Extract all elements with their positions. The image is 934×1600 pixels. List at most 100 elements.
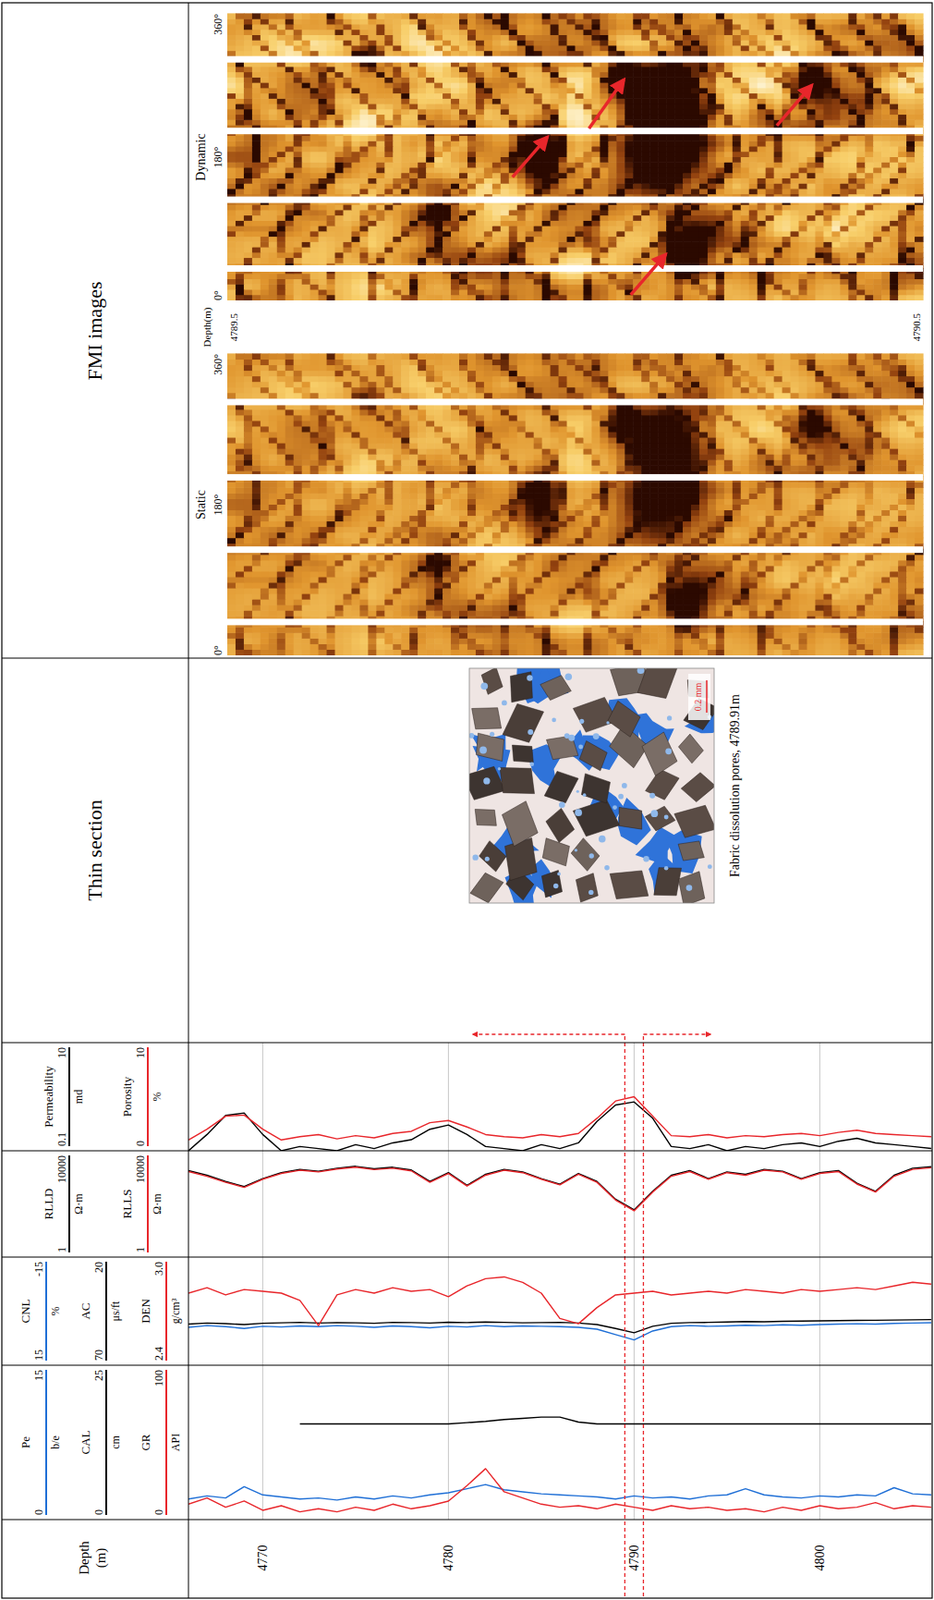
fmi-pixel	[302, 648, 312, 656]
fmi-pixel	[699, 554, 709, 561]
pore-speck	[553, 883, 558, 888]
fmi-pixel	[790, 598, 801, 606]
fmi-pixel	[582, 537, 593, 545]
fmi-pixel	[682, 626, 692, 633]
fmi-pixel	[425, 565, 436, 572]
fmi-pixel	[475, 537, 486, 545]
fmi-pixel	[616, 537, 626, 545]
fmi-pixel	[707, 593, 717, 600]
fmi-pixel	[649, 532, 659, 539]
fmi-pixel	[666, 642, 676, 650]
fmi-pixel	[450, 537, 461, 545]
fmi-pixel	[757, 554, 767, 561]
fmi-pixel	[699, 648, 709, 656]
fmi-pixel	[268, 532, 279, 539]
fmi-pixel	[550, 648, 560, 656]
fmi-pixel	[699, 604, 709, 611]
fmi-pixel	[285, 637, 295, 644]
fmi-pixel	[492, 609, 502, 617]
fmi-pixel	[268, 570, 279, 578]
fmi-pixel	[376, 570, 386, 578]
fmi-pixel	[542, 637, 552, 644]
fmi-pixel	[550, 554, 560, 561]
fmi-pixel	[616, 598, 626, 606]
fmi-pixel	[881, 587, 891, 595]
fmi-pixel	[367, 554, 377, 561]
fmi-pixel	[235, 637, 245, 644]
fmi-pixel	[624, 587, 634, 595]
fmi-pixel	[302, 537, 312, 545]
fmi-pixel	[392, 598, 402, 606]
fmi-pixel	[475, 637, 486, 644]
fmi-pixel	[856, 570, 866, 578]
fmi-pixel	[616, 532, 626, 539]
fmi-pixel	[765, 559, 776, 567]
fmi-pixel	[252, 570, 262, 578]
fmi-pixel	[384, 648, 394, 656]
fmi-pixel	[550, 604, 560, 611]
pore-speck	[529, 761, 534, 766]
fmi-pixel	[582, 593, 593, 600]
fmi-pixel	[682, 570, 692, 578]
fmi-pixel	[260, 570, 270, 578]
fmi-pixel	[227, 642, 237, 650]
fmi-pixel	[376, 532, 386, 539]
fmi-pixel	[310, 554, 320, 561]
fmi-pixel	[376, 604, 386, 611]
fmi-pixel	[484, 570, 494, 578]
fmi-pixel	[856, 582, 866, 589]
fmi-pixel	[616, 559, 626, 567]
fmi-pixel	[682, 648, 692, 656]
fmi-pixel	[599, 626, 609, 633]
fmi-pixel	[335, 587, 345, 595]
fmi-pixel	[343, 532, 353, 539]
fmi-pixel	[409, 582, 419, 589]
fmi-pixel	[517, 532, 527, 539]
fmi-pixel	[293, 604, 304, 611]
fmi-pixel	[889, 582, 899, 589]
fmi-pixel	[674, 587, 684, 595]
fmi-pixel	[227, 532, 237, 539]
pore-speck	[664, 865, 669, 871]
pore-speck	[598, 835, 607, 843]
fmi-pixel	[624, 604, 634, 611]
fmi-pixel	[790, 609, 801, 617]
curve-unit: cm	[109, 1434, 122, 1449]
fmi-pixel	[682, 559, 692, 567]
thin-section-title: Thin section	[83, 799, 107, 900]
fmi-pixel	[740, 604, 751, 611]
fmi-pixel	[467, 609, 477, 617]
fmi-pixel	[492, 582, 502, 589]
fmi-pixel	[724, 593, 734, 600]
fmi-pixel	[409, 559, 419, 567]
fmi-pixel	[376, 593, 386, 600]
fmi-pixel	[582, 576, 593, 583]
fmi-pixel	[277, 609, 287, 617]
fmi-pixel	[607, 626, 618, 633]
fmi-pixel	[740, 593, 751, 600]
fmi-pixel	[459, 642, 469, 650]
fmi-pixel	[799, 598, 809, 606]
fmi-pixel	[343, 593, 353, 600]
fmi-pixel	[864, 576, 874, 583]
curve-unit: b/e	[48, 1434, 62, 1449]
fmi-pixel	[235, 537, 245, 545]
fmi-pixel	[235, 631, 245, 639]
fmi-pixel	[400, 593, 411, 600]
curve-unit: %	[48, 1306, 62, 1316]
fmi-pixel	[318, 537, 328, 545]
fmi-pixel	[765, 576, 776, 583]
fmi-pixel	[351, 598, 361, 606]
fmi-pixel	[425, 537, 436, 545]
pore-speck	[551, 717, 557, 723]
fmi-pixel	[359, 570, 369, 578]
fmi-pixel	[856, 537, 866, 545]
fmi-pixel	[467, 554, 477, 561]
fmi-pixel	[384, 642, 394, 650]
fmi-pixel	[400, 554, 411, 561]
fmi-pixel	[674, 537, 684, 545]
fmi-pixel	[757, 576, 767, 583]
fmi-pixel	[227, 587, 237, 595]
curve-name: AC	[78, 1301, 93, 1319]
fmi-pixel	[649, 570, 659, 578]
